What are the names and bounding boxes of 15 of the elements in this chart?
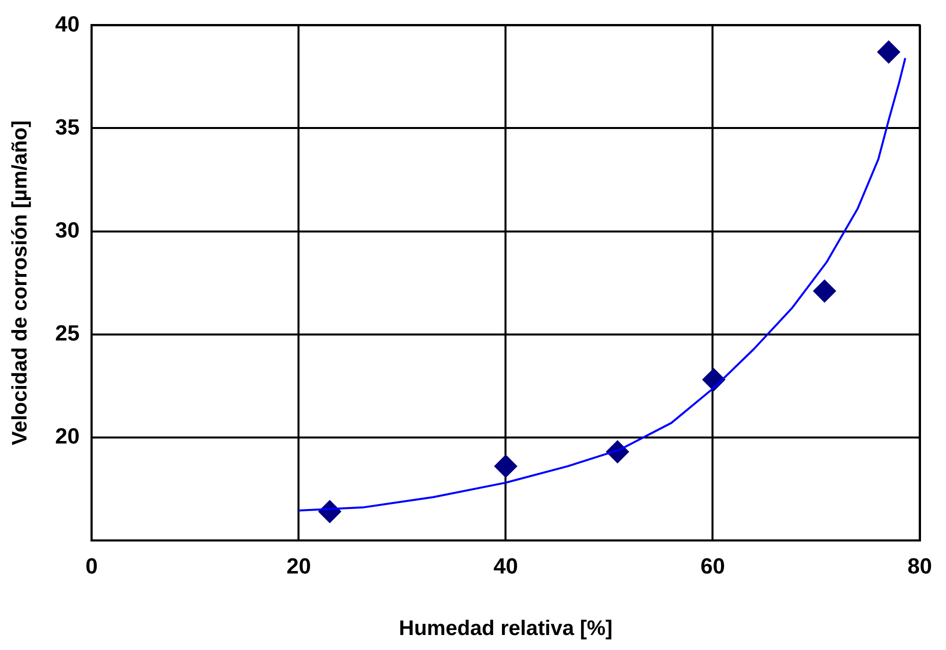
x-axis-title: Humedad relativa [%]: [398, 617, 612, 640]
point: [494, 454, 518, 478]
y-axis-title: Velocidad de corrosión [µm/año]: [8, 120, 32, 446]
x-tick-label: 20: [286, 554, 311, 579]
y-tick-label: 30: [55, 217, 80, 242]
x-tick-label: 60: [700, 554, 725, 579]
x-tick-label: 0: [86, 554, 98, 579]
y-tick-label: 35: [55, 114, 80, 140]
point: [813, 280, 836, 303]
x-tick-label: 80: [908, 554, 932, 579]
y-tick-label: 25: [55, 320, 80, 346]
x-tick-label: 40: [493, 554, 518, 579]
y-tick-label: 20: [55, 423, 80, 448]
y-tick-label: 40: [55, 11, 80, 36]
point: [877, 40, 900, 64]
